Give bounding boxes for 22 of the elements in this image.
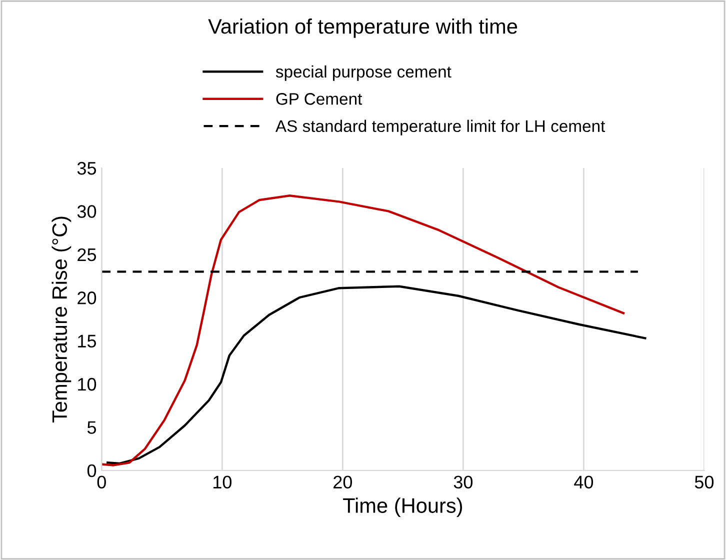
- x-axis-title: Time (Hours): [343, 498, 462, 518]
- y-tick-label: 20: [78, 292, 96, 304]
- y-tick-label: 15: [78, 334, 96, 348]
- y-tick-label: 35: [77, 162, 96, 175]
- y-tick-label: 25: [78, 248, 96, 262]
- y-axis-title: Temperature Rise (°C): [52, 216, 72, 422]
- y-tick-label: 10: [78, 378, 96, 391]
- x-tick-label: 0: [97, 476, 106, 489]
- legend-label: special purpose cement: [276, 65, 452, 81]
- legend-label: GP Cement: [276, 93, 362, 105]
- x-tick-label: 20: [334, 476, 352, 489]
- legend-label: AS standard temperature limit for LH cement: [275, 120, 606, 136]
- line-series: [102, 194, 625, 466]
- line-series: [106, 285, 646, 465]
- x-tick-label: 10: [213, 476, 232, 489]
- x-tick-label: 40: [574, 476, 594, 489]
- y-tick-label: 30: [77, 205, 96, 218]
- x-tick-label: 50: [694, 476, 714, 489]
- y-tick-label: 5: [87, 421, 96, 434]
- y-tick-label: 0: [87, 464, 96, 478]
- chart-title: Variation of temperature with time: [208, 18, 518, 38]
- x-tick-label: 30: [454, 476, 473, 489]
